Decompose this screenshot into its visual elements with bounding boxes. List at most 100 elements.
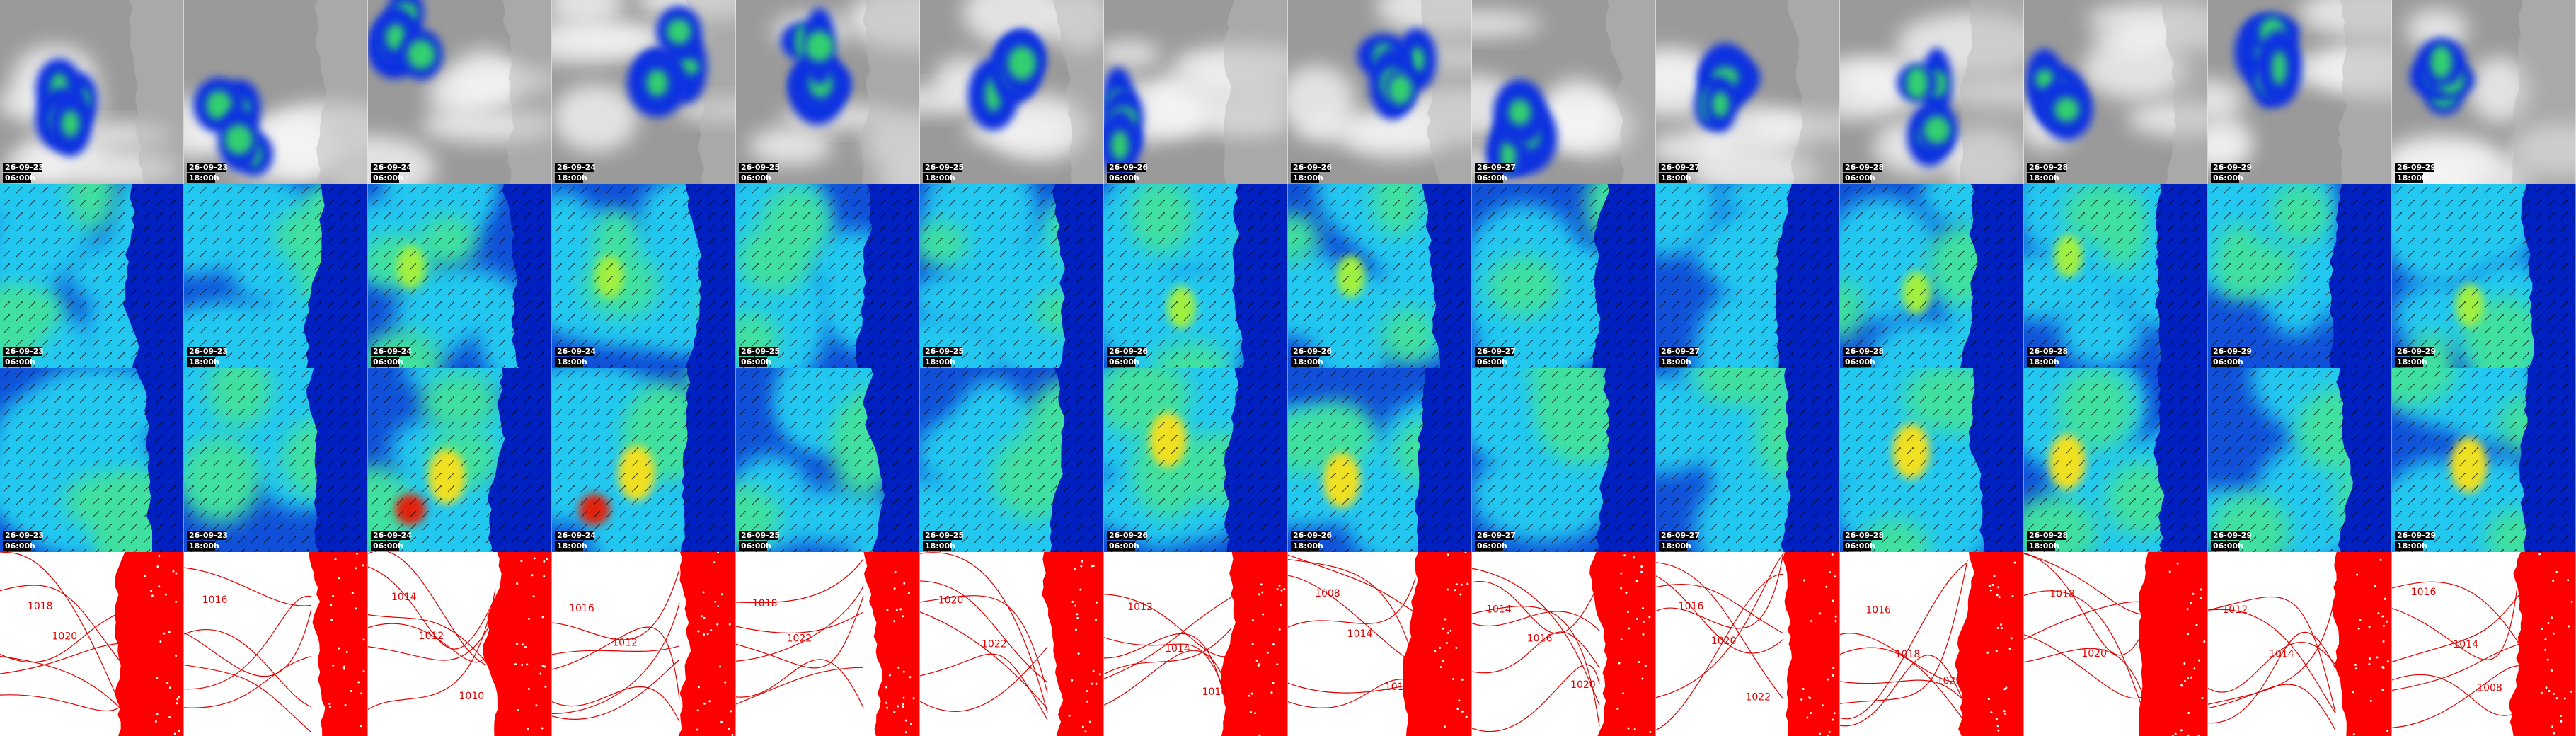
wind-arrows (184, 368, 368, 552)
land-dot (176, 698, 179, 701)
land-dot (1456, 708, 1459, 711)
land-dot (521, 643, 524, 646)
isobar (2208, 594, 2336, 705)
land-dot (907, 592, 910, 594)
land-dot (154, 720, 157, 723)
land-dot (173, 732, 176, 735)
land-dot (2195, 623, 2198, 626)
map: 1016 1012 (552, 552, 736, 736)
land-dot (1991, 584, 1994, 587)
cloud (552, 21, 651, 64)
date-label: 26-09-23 (189, 347, 228, 356)
label-bg (923, 347, 962, 356)
map (0, 184, 184, 368)
land-dot (885, 701, 888, 704)
cloud (2081, 39, 2190, 100)
land-dot (2190, 676, 2192, 679)
land-dot (1276, 663, 1279, 666)
land-dot (1635, 580, 1638, 582)
label-bg (2211, 347, 2250, 356)
map (736, 184, 920, 368)
land-dot (168, 686, 171, 689)
land-dot (1627, 627, 1630, 630)
land-dot (2003, 688, 2006, 691)
isobar (920, 552, 1048, 713)
wind-arrows (368, 368, 552, 552)
land-dot (702, 591, 705, 594)
land-dot (893, 620, 896, 623)
land-dot (1276, 588, 1279, 591)
land-dot (1251, 643, 1254, 645)
land-dot (696, 728, 698, 731)
label-bg (1843, 531, 1882, 540)
land-dot (1439, 666, 1442, 669)
label-bg (2395, 173, 2423, 183)
land-dot (717, 605, 720, 608)
land-dot (1989, 589, 1992, 592)
land-dot (354, 567, 357, 570)
land-dot (1452, 677, 1455, 680)
land-dot (1620, 638, 1623, 641)
label-bg (1291, 163, 1330, 172)
land (678, 552, 736, 736)
land-dot (1987, 698, 1990, 701)
label-bg (555, 541, 583, 551)
land-dot (1260, 583, 1263, 586)
land-dot (2377, 612, 2380, 615)
time-label: 18:00h (1661, 173, 1691, 183)
map-cell: 1016 1018 1022 (1840, 552, 2025, 736)
land-dot (2374, 585, 2376, 587)
wind-arrows (2024, 368, 2208, 552)
date-label: 26-09-23 (189, 531, 228, 540)
land-dot (1625, 592, 1628, 594)
land-dot (2201, 697, 2204, 700)
isobar (0, 694, 128, 712)
land-dot (1251, 619, 1254, 622)
precip (1008, 46, 1036, 81)
label-bg (2211, 163, 2250, 172)
isobar (0, 643, 128, 674)
land-dot (2379, 558, 2382, 561)
land-dot (2545, 686, 2548, 689)
land-dot (731, 733, 734, 736)
land-dot (1995, 650, 1998, 652)
land-dot (1640, 570, 1643, 573)
land-dot (2568, 625, 2570, 628)
land-dot (1802, 687, 1805, 690)
map (552, 368, 736, 552)
land-dot (1996, 594, 1999, 597)
land-dot (360, 692, 363, 695)
isobar-label: 1016 (1527, 633, 1553, 644)
time-label: 18:00h (557, 541, 587, 551)
label-bg (3, 531, 42, 540)
map (552, 0, 736, 184)
isobar (920, 580, 1048, 683)
land-dot (1086, 700, 1089, 703)
isobar (1840, 633, 1968, 683)
precip (224, 124, 253, 155)
label-bg (371, 173, 399, 183)
date-label: 26-09-24 (557, 531, 596, 540)
land-dot (1828, 730, 1831, 733)
land-dot (2381, 689, 2384, 691)
map (1288, 0, 1472, 184)
isobar (2392, 594, 2520, 662)
cloud (1104, 41, 1161, 67)
isobar-label: 1016 (1865, 605, 1891, 616)
land-dot (1091, 682, 1093, 685)
land (1220, 552, 1288, 736)
land-dot (1642, 620, 1645, 623)
label-bg (1843, 347, 1882, 356)
land-dot (1827, 678, 1829, 681)
date-label: 26-09-24 (373, 531, 412, 540)
land-dot (2553, 693, 2555, 696)
isobar (2024, 648, 2152, 725)
land-dot (2203, 640, 2206, 643)
isobar (2392, 581, 2520, 645)
